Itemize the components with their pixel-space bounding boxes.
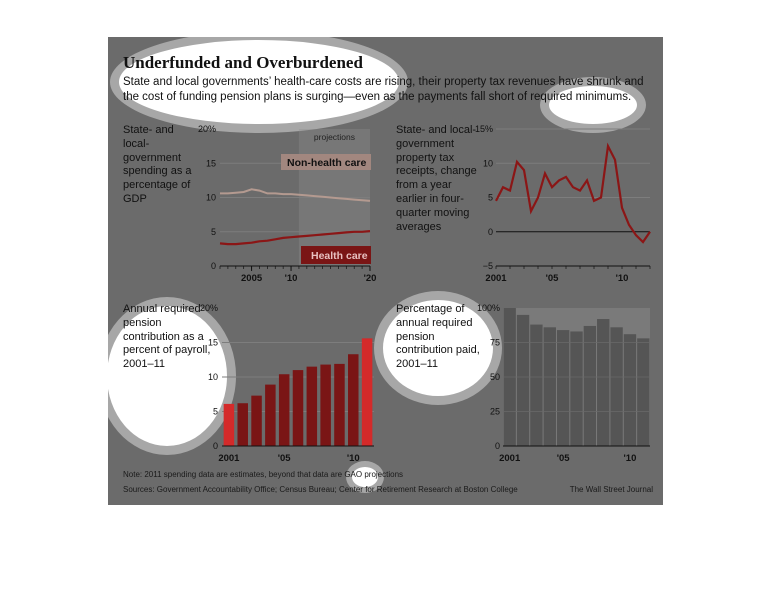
p3-xtick: 2001 xyxy=(218,453,240,464)
p3-ytick: 0 xyxy=(213,441,218,451)
bar xyxy=(278,374,290,446)
footnote: Note: 2011 spending data are estimates, … xyxy=(123,470,404,479)
series-line-health-care xyxy=(219,230,371,246)
series-label-box-non-health-care xyxy=(281,154,371,170)
bar xyxy=(306,366,318,446)
panel-title-spending-gdp: State- and local-government spending as … xyxy=(123,124,192,205)
p1-xtick: '10 xyxy=(285,273,298,284)
p4-xtick: '05 xyxy=(557,453,571,464)
projection-label: projections xyxy=(314,132,355,142)
series-label-health-care: Health care xyxy=(311,250,368,262)
p1-ytick: 5 xyxy=(211,227,216,237)
p3-ytick: 15 xyxy=(208,338,218,348)
series-label-box-health-care xyxy=(301,246,371,264)
panel-title-pension-required: Annual required pension contribution as … xyxy=(123,303,211,371)
p1-ytick: 0 xyxy=(211,261,216,271)
p4-xtick: '10 xyxy=(624,453,637,464)
p2-xtick: 2001 xyxy=(485,273,507,284)
p4-ytick: 100% xyxy=(477,303,500,313)
bar xyxy=(334,363,345,446)
p4-ytick: 0 xyxy=(495,441,500,451)
infographic-panel: projections 20% 15 10 5 0 Non-health care Healt… xyxy=(108,37,663,505)
p1-xtick: 2005 xyxy=(241,273,263,284)
p3-xtick: '05 xyxy=(278,453,292,464)
sources-line: Sources: Government Accountability Offic… xyxy=(123,485,518,494)
p3-ytick: 10 xyxy=(208,372,218,382)
p2-ytick: 5 xyxy=(488,193,493,203)
p1-ytick: 10 xyxy=(206,193,216,203)
bar xyxy=(570,331,583,446)
p4-ytick: 50 xyxy=(490,372,500,382)
bar xyxy=(637,338,650,446)
panel-title-pension-paid: Percentage of annual required pension co… xyxy=(396,303,480,371)
p2-xtick: '05 xyxy=(546,273,560,284)
p1-ytick: 20% xyxy=(198,124,216,134)
p2-ytick: −5 xyxy=(483,261,493,271)
bar xyxy=(530,324,543,446)
chart-title: Underfunded and Overburdened xyxy=(123,53,363,72)
bar xyxy=(361,338,373,446)
highlight-blob-pension-left xyxy=(108,297,236,455)
bar xyxy=(543,327,556,446)
p2-ytick: 15% xyxy=(475,124,493,134)
bar xyxy=(516,314,530,446)
p2-ytick: 0 xyxy=(488,227,493,237)
p2-xtick: '10 xyxy=(616,273,629,284)
bar xyxy=(223,403,235,446)
series-line-non-health-care xyxy=(220,188,371,202)
bar xyxy=(251,395,262,446)
bar xyxy=(556,330,570,446)
panel-title-property-tax: State- and local-government property tax… xyxy=(396,124,477,233)
highlight-blob-pension-right xyxy=(374,291,502,405)
p1-ytick: 15 xyxy=(206,158,216,168)
p3-ytick: 5 xyxy=(213,407,218,417)
p3-xtick: '10 xyxy=(347,453,360,464)
p4-ytick: 25 xyxy=(490,407,500,417)
p3-ytick: 20% xyxy=(200,303,218,313)
bar xyxy=(265,384,276,446)
bar xyxy=(583,325,597,446)
publisher-credit: The Wall Street Journal xyxy=(569,485,653,494)
p2-ytick: 10 xyxy=(483,158,493,168)
p4-xtick: 2001 xyxy=(499,453,521,464)
bar xyxy=(292,370,304,446)
highlight-blob-title xyxy=(110,37,408,133)
bar xyxy=(348,354,359,446)
bar xyxy=(610,327,623,446)
bar xyxy=(623,334,637,446)
p4-ytick: 75 xyxy=(490,338,500,348)
series-line-property-tax xyxy=(495,142,651,244)
bar xyxy=(320,364,331,446)
bar xyxy=(237,403,248,446)
bar xyxy=(597,319,610,446)
p1-xtick: '20 xyxy=(364,273,377,284)
highlight-blob-note xyxy=(346,461,384,493)
chart-subtitle: State and local governments’ health-care… xyxy=(123,76,644,103)
series-label-non-health-care: Non-health care xyxy=(287,157,367,169)
